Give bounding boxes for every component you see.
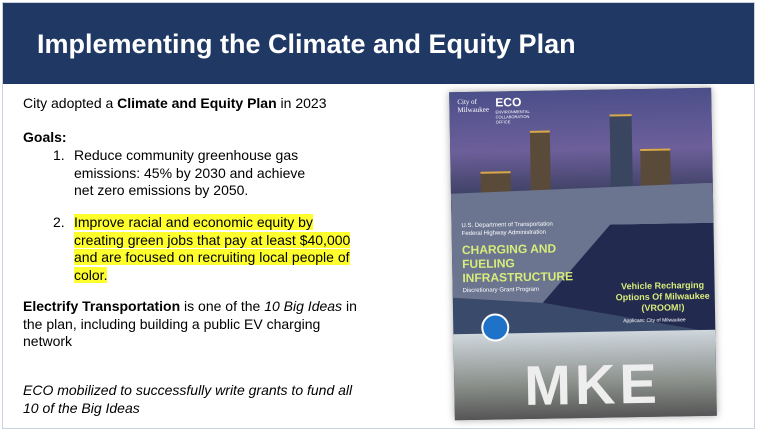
eco-note: ECO mobilized to successfully write gran… xyxy=(23,382,353,416)
eco-logo-sub: ENVIRONMENTAL COLLABORATION OFFICE xyxy=(495,108,530,125)
mke-letters: MKE xyxy=(523,351,662,418)
project-name: Vehicle Recharging Options Of Milwaukee … xyxy=(615,279,710,313)
intro-pre: City adopted a xyxy=(23,95,118,111)
goal-2-highlight: Improve racial and economic equity by cr… xyxy=(74,214,351,283)
goals-label: Goals: xyxy=(23,129,67,145)
electrify-italic: 10 Big Ideas xyxy=(264,298,343,314)
intro-post: in 2023 xyxy=(276,95,327,111)
goal-2-text: Improve racial and economic equity by cr… xyxy=(74,214,364,284)
applicant: Applicant: City of Milwaukee xyxy=(623,317,686,325)
goal-1-num: 1. xyxy=(53,147,65,163)
slide-title: Implementing the Climate and Equity Plan xyxy=(37,29,576,59)
intro-line: City adopted a Climate and Equity Plan i… xyxy=(23,95,326,113)
electrify-mid: is one of the xyxy=(180,298,265,314)
electrify-bold: Electrify Transportation xyxy=(23,298,181,314)
goal-2-num: 2. xyxy=(53,214,65,230)
intro-bold: Climate and Equity Plan xyxy=(117,95,277,111)
electrify-post: in the plan, including building a public… xyxy=(23,298,357,349)
electrify-paragraph: Electrify Transportation is one of the 1… xyxy=(23,298,368,351)
agency: U.S. Department of Transportation Federal… xyxy=(461,220,591,238)
goal-1-text: Reduce community greenhouse gas emission… xyxy=(74,147,306,198)
city-logo: City of Milwaukee xyxy=(457,97,490,115)
program-title: CHARGING AND FUELING INFRASTRUCTURE xyxy=(461,241,574,286)
grant-poster-image: City of Milwaukee ECO ENVIRONMENTAL COLL… xyxy=(449,87,717,421)
title-bar: Implementing the Climate and Equity Plan xyxy=(3,3,754,84)
eco-logo: ECO xyxy=(495,95,522,110)
